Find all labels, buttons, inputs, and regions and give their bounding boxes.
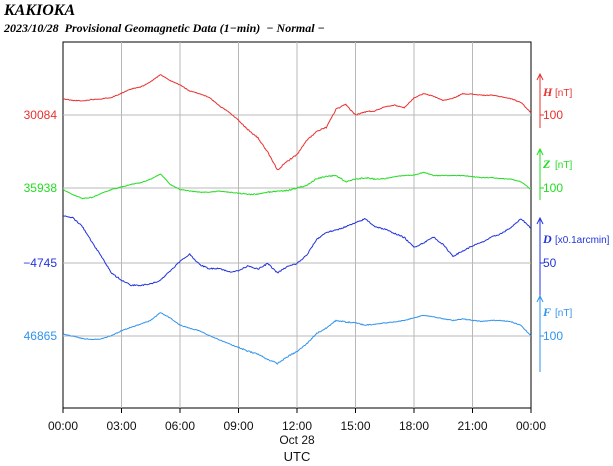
series-line	[62, 74, 532, 171]
x-tick-label: 00:00	[48, 419, 78, 433]
component-symbol: D	[542, 232, 552, 246]
series-line	[62, 215, 532, 287]
series-base-label: 46865	[24, 329, 58, 343]
series-base-label: −4745	[23, 256, 57, 270]
arrow-up-icon	[536, 294, 544, 303]
series-base-label: 35938	[24, 181, 58, 195]
x-tick-label: 09:00	[223, 419, 253, 433]
x-axis-title: UTC	[284, 449, 311, 464]
component-unit: [nT]	[555, 88, 572, 99]
component-symbol: F	[542, 305, 551, 319]
component-unit: [nT]	[555, 160, 572, 171]
x-tick-label: 06:00	[165, 419, 195, 433]
arrow-up-icon	[536, 216, 544, 225]
component-unit: [nT]	[555, 308, 572, 319]
chart-subtitle: 2023/10/28 Provisional Geomagnetic Data …	[4, 21, 325, 35]
x-tick-label: 15:00	[340, 419, 370, 433]
series-line	[62, 171, 532, 200]
x-tick-label: 00:00	[516, 419, 546, 433]
x-tick-label: 21:00	[457, 419, 487, 433]
component-scale: 100	[543, 108, 563, 122]
arrow-up-icon	[536, 147, 544, 156]
series-line	[62, 312, 532, 365]
x-tick-label: 03:00	[106, 419, 136, 433]
component-symbol: Z	[542, 157, 551, 171]
component-unit: [x0.1arcmin]	[555, 235, 610, 246]
x-date-label: Oct 28	[279, 433, 315, 447]
x-tick-label: 18:00	[399, 419, 429, 433]
component-scale: 50	[543, 256, 557, 270]
component-scale: 100	[543, 181, 563, 195]
station-title: KAKIOKA	[4, 2, 76, 19]
series-base-label: 30084	[24, 108, 58, 122]
component-symbol: H	[542, 85, 553, 99]
arrow-up-icon	[536, 72, 544, 81]
x-tick-label: 12:00	[282, 419, 312, 433]
component-scale: 100	[543, 329, 563, 343]
